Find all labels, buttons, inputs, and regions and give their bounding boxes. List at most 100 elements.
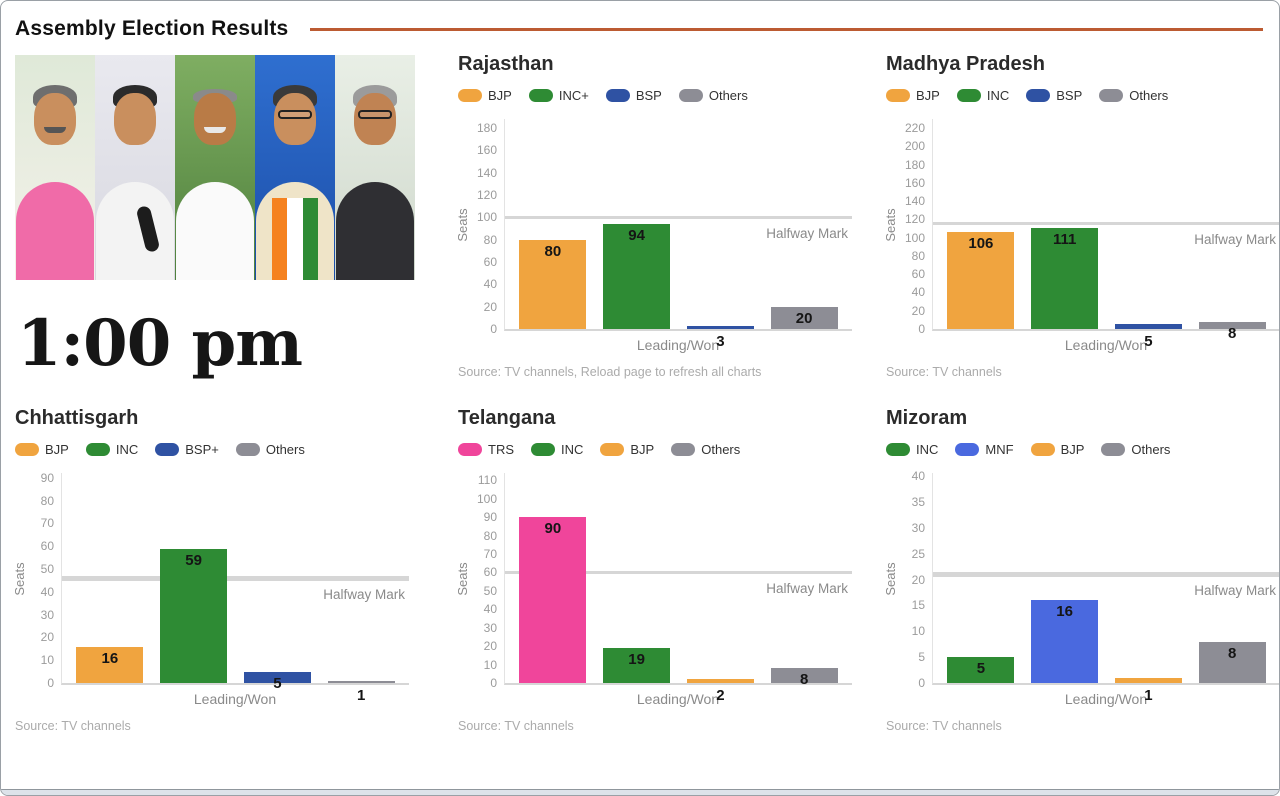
y-tick-label: 80 — [483, 232, 497, 247]
x-axis-label: Leading/Won — [636, 337, 720, 353]
y-tick-label: 160 — [904, 175, 925, 190]
y-tick-label: 40 — [483, 277, 497, 292]
tricolor-scarf — [272, 198, 318, 280]
bar-inc — [1031, 227, 1099, 329]
bar-value-label: 16 — [1056, 603, 1073, 621]
photo-decoration — [176, 182, 254, 280]
photo-decoration — [354, 93, 396, 145]
y-tick-label: 120 — [904, 212, 925, 227]
photo-decoration — [204, 127, 226, 133]
politician-photo-2 — [95, 55, 175, 280]
politician-photo-3 — [175, 55, 255, 280]
y-tick-label: 0 — [918, 676, 925, 690]
y-tick-label: 20 — [911, 572, 925, 587]
bar-others — [1198, 321, 1266, 329]
content-grid: 1:00 pm Rajasthan BJP INC+ BSP Others Seats… — [1, 45, 1279, 733]
plot-area: 0 10 20 30 40 50 60 70 80 90 100 110 Halfway Mark 90 1… — [477, 473, 852, 704]
legend-item: Others — [1099, 88, 1168, 103]
y-tick-label: 40 — [483, 602, 497, 617]
bar-inc+ — [603, 224, 671, 329]
bar-slot: 16 — [68, 473, 152, 683]
legend-swatch — [886, 443, 910, 456]
bar-slot: 59 — [152, 473, 236, 683]
legend-label: TRS — [488, 442, 514, 457]
bar-value-label: 5 — [976, 660, 986, 678]
legend: BJP INC BSP+ Others — [15, 442, 409, 457]
y-tick-label: 60 — [40, 539, 54, 554]
bar-value-label: 80 — [544, 242, 562, 260]
bar-bjp — [519, 239, 587, 329]
y-tick-label: 110 — [477, 473, 497, 488]
intro-block: 1:00 pm — [15, 53, 458, 381]
photo-decoration — [336, 182, 414, 280]
y-tick-label: 0 — [47, 676, 54, 690]
plot-area: 0 5 10 15 20 25 30 35 40 Halfway Mark 5 16 1 8 — [912, 469, 1279, 704]
photo-decoration — [16, 182, 94, 280]
chart-title: Rajasthan — [458, 53, 554, 75]
legend-label: BJP — [630, 442, 655, 457]
glasses — [278, 110, 312, 119]
bars: 5 16 1 8 — [933, 473, 1279, 704]
photo-decoration — [194, 93, 236, 145]
legend-label: BSP — [635, 88, 662, 103]
legend-item: INC+ — [528, 88, 589, 103]
legend-swatch — [678, 89, 703, 102]
legend-item: INC — [886, 442, 938, 457]
bar-value-label: 5 — [1144, 333, 1153, 350]
photo-decoration — [274, 93, 316, 145]
bars: 106 111 5 8 — [933, 119, 1279, 350]
plot-area: 0 20 40 60 80 100 120 140 160 180 Halfway Mark 80 94… — [477, 119, 852, 350]
bar-bjp — [76, 646, 144, 683]
chart-title: Telangana — [458, 407, 556, 429]
bar-value-label: 16 — [101, 649, 119, 667]
source-note: Source: TV channels, Reload page to refr… — [458, 365, 762, 379]
bar-slot: 80 — [511, 119, 595, 329]
bar-value-label: 106 — [968, 235, 994, 253]
chart-mizoram: Mizoram INC MNF BJP Others Seats 0 5 10 15 20 25… — [883, 407, 1279, 733]
bar-value-label: 3 — [716, 333, 725, 350]
y-tick-label: 30 — [911, 520, 925, 535]
x-axis-label: Leading/Won — [1064, 337, 1148, 353]
y-tick-label: 180 — [904, 157, 925, 172]
page-title: Assembly Election Results — [15, 17, 289, 40]
bar-value-label: 20 — [795, 309, 813, 327]
bar-others — [770, 306, 838, 329]
bar-value-label: 2 — [716, 687, 725, 704]
y-tick-label: 20 — [483, 639, 497, 654]
bar-slot: 94 — [595, 119, 679, 329]
y-tick-label: 120 — [476, 188, 497, 203]
legend-item: BJP — [600, 442, 654, 457]
halfway-mark-line — [933, 221, 1279, 225]
y-tick-label: 160 — [476, 143, 497, 158]
bar-slot: 8 — [1190, 473, 1274, 683]
legend-item: BJP — [458, 88, 512, 103]
legend-swatch — [600, 443, 625, 456]
bar-slot: 16 — [1023, 473, 1107, 683]
y-tick-label: 100 — [904, 230, 925, 245]
legend-label: BJP — [1060, 442, 1085, 457]
bar-bsp — [1114, 324, 1182, 329]
bar-slot: 1 — [319, 473, 403, 704]
halfway-mark-label: Halfway Mark — [766, 226, 848, 242]
bar-bjp — [947, 232, 1015, 329]
legend: BJP INC BSP Others — [886, 88, 1279, 103]
legend-item: Others — [671, 442, 740, 457]
bar-slot: 5 — [1107, 119, 1191, 350]
legend-item: BJP — [15, 442, 69, 457]
y-tick-label: 5 — [918, 650, 925, 665]
plot-wrap: Seats 0 20 40 60 80 100 120 140 160 180 200 220 Half… — [883, 119, 1279, 350]
halfway-mark-label: Halfway Mark — [766, 581, 848, 597]
y-tick-label: 30 — [483, 620, 497, 635]
legend-swatch — [1099, 89, 1124, 102]
y-tick-label: 40 — [911, 285, 925, 300]
legend-item: Others — [235, 442, 305, 457]
y-tick-label: 20 — [483, 299, 497, 314]
plot-wrap: Seats 0 20 40 60 80 100 120 140 160 180 Halfway Ma… — [455, 119, 852, 350]
legend-label: Others — [265, 442, 305, 457]
bar-slot: 106 — [939, 119, 1023, 329]
legend-label: INC — [561, 442, 584, 457]
politician-photo-1 — [15, 55, 95, 280]
chart-title: Mizoram — [886, 407, 968, 429]
y-tick-label: 15 — [911, 598, 925, 613]
legend-label: Others — [701, 442, 741, 457]
